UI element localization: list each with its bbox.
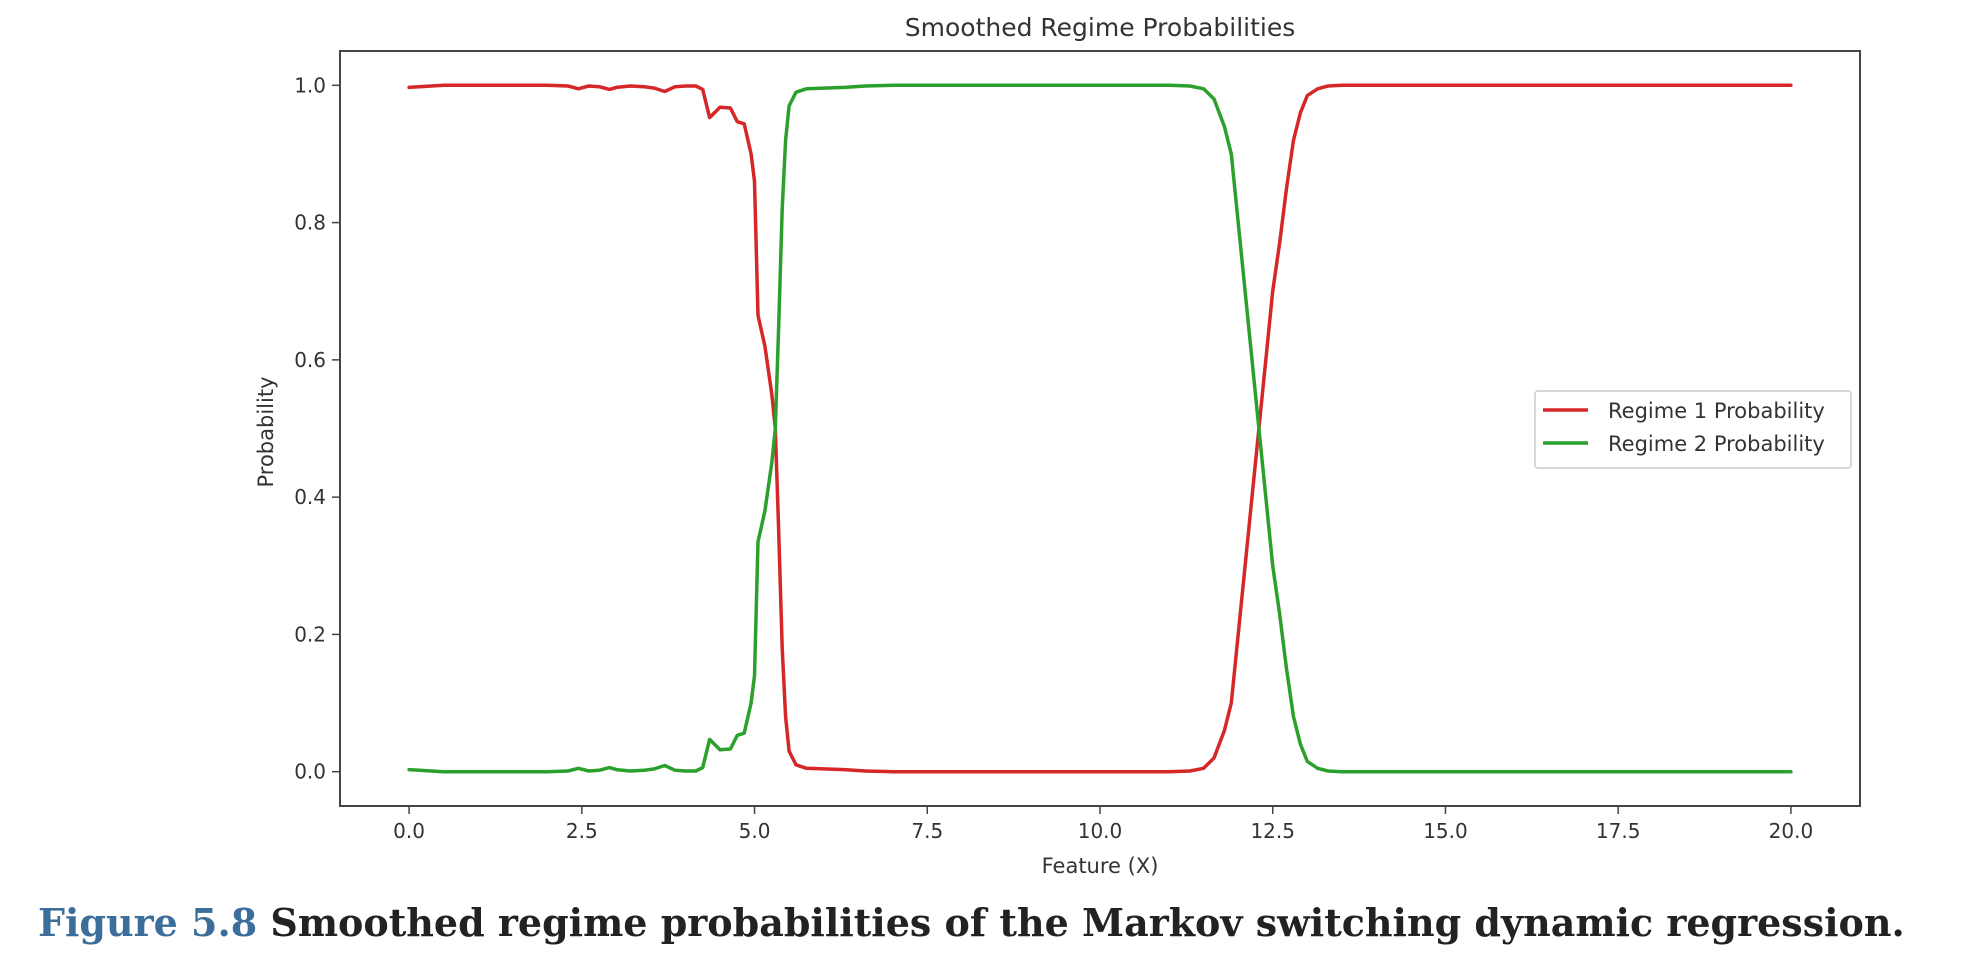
series-line-regime-1 — [407, 83, 1793, 774]
legend-box — [1534, 390, 1852, 469]
series-lines — [407, 83, 1793, 774]
regime-probability-chart: 0.0 2.5 5.0 7.5 10.0 12.5 15.0 17.5 20.0 0.00.20… — [254, 13, 1861, 878]
y-tick-label: 0.2 — [294, 622, 326, 646]
x-axis-label: Feature (X) — [1042, 854, 1159, 878]
x-tick-label: 20.0 — [1769, 819, 1814, 843]
x-axis-ticks: 0.0 2.5 5.0 7.5 10.0 12.5 15.0 17.5 20.0 — [393, 806, 1813, 843]
y-tick-label: 0.4 — [294, 485, 326, 509]
y-tick-label: 1.0 — [294, 73, 326, 97]
legend-label-regime-2: Regime 2 Probability — [1608, 432, 1825, 456]
legend: Regime 1 Probability Regime 2 Probabilit… — [1534, 390, 1852, 469]
x-tick-label: 15.0 — [1423, 819, 1468, 843]
x-tick-label: 10.0 — [1078, 819, 1123, 843]
chart-title: Smoothed Regime Probabilities — [905, 13, 1296, 42]
x-tick-label: 2.5 — [566, 819, 598, 843]
figure-number: Figure 5.8 — [38, 900, 258, 945]
series-line-regime-2 — [407, 83, 1793, 774]
y-axis-ticks: 0.0 0.2 0.4 0.6 0.8 1.0 — [294, 73, 340, 784]
y-tick-label: 0.0 — [294, 760, 326, 784]
figure-caption: Figure 5.8 Smoothed regime probabilities… — [38, 900, 1905, 945]
x-tick-label: 17.5 — [1596, 819, 1641, 843]
figure-caption-text: Smoothed regime probabilities of the Mar… — [270, 900, 1905, 945]
x-tick-label: 5.0 — [739, 819, 771, 843]
y-tick-label: 0.8 — [294, 211, 326, 235]
y-tick-label: 0.6 — [294, 348, 326, 372]
legend-label-regime-1: Regime 1 Probability — [1608, 399, 1825, 423]
x-tick-label: 7.5 — [911, 819, 943, 843]
y-axis-label: Probability — [254, 376, 278, 487]
x-tick-label: 0.0 — [393, 819, 425, 843]
x-tick-label: 12.5 — [1250, 819, 1295, 843]
